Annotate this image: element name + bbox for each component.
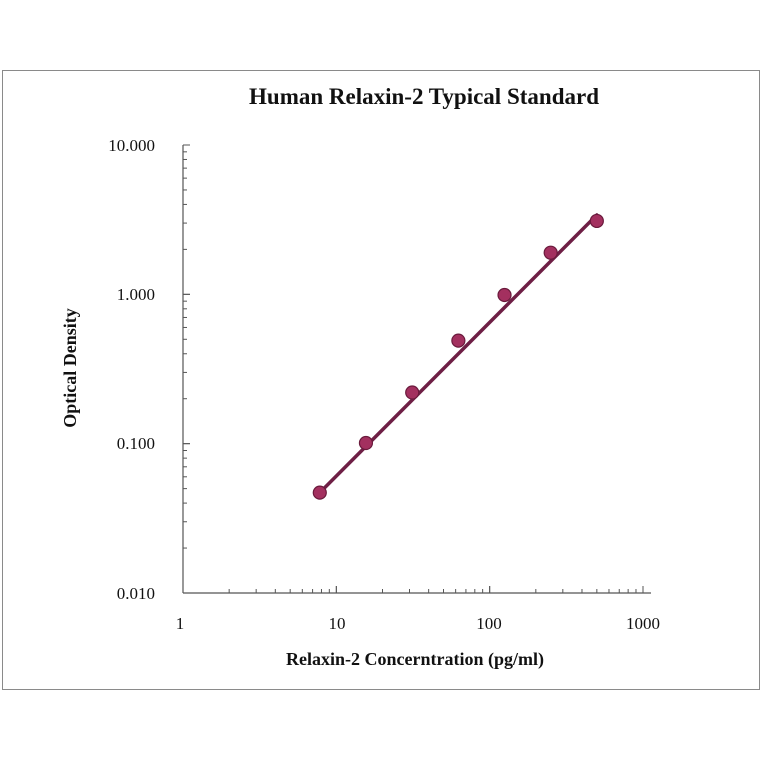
y-tick-label: 10.000 xyxy=(108,136,155,155)
data-point xyxy=(358,435,374,451)
x-tick-label: 1 xyxy=(176,614,185,633)
y-tick-label: 0.100 xyxy=(117,434,155,453)
x-tick-label: 100 xyxy=(476,614,502,633)
data-point xyxy=(312,485,327,500)
chart-frame xyxy=(2,70,760,690)
x-tick-label: 10 xyxy=(329,614,346,633)
data-point xyxy=(405,385,420,400)
x-axis-label: Relaxin-2 Concerntration (pg/ml) xyxy=(286,649,544,670)
y-axis-label: Optical Density xyxy=(60,308,80,428)
data-point xyxy=(497,287,512,303)
data-point xyxy=(543,245,558,260)
x-tick-label: 1000 xyxy=(626,614,660,633)
axes xyxy=(182,144,651,594)
data-point xyxy=(451,333,466,348)
plot-area xyxy=(312,213,604,500)
y-tick-label: 0.010 xyxy=(117,584,155,603)
chart-title: Human Relaxin-2 Typical Standard xyxy=(249,84,599,109)
data-point xyxy=(589,213,604,229)
y-tick-labels: 0.010 0.100 1.000 10.000 xyxy=(108,136,155,603)
y-tick-label: 1.000 xyxy=(117,285,155,304)
x-tick-labels: 1 10 100 1000 xyxy=(176,614,660,633)
